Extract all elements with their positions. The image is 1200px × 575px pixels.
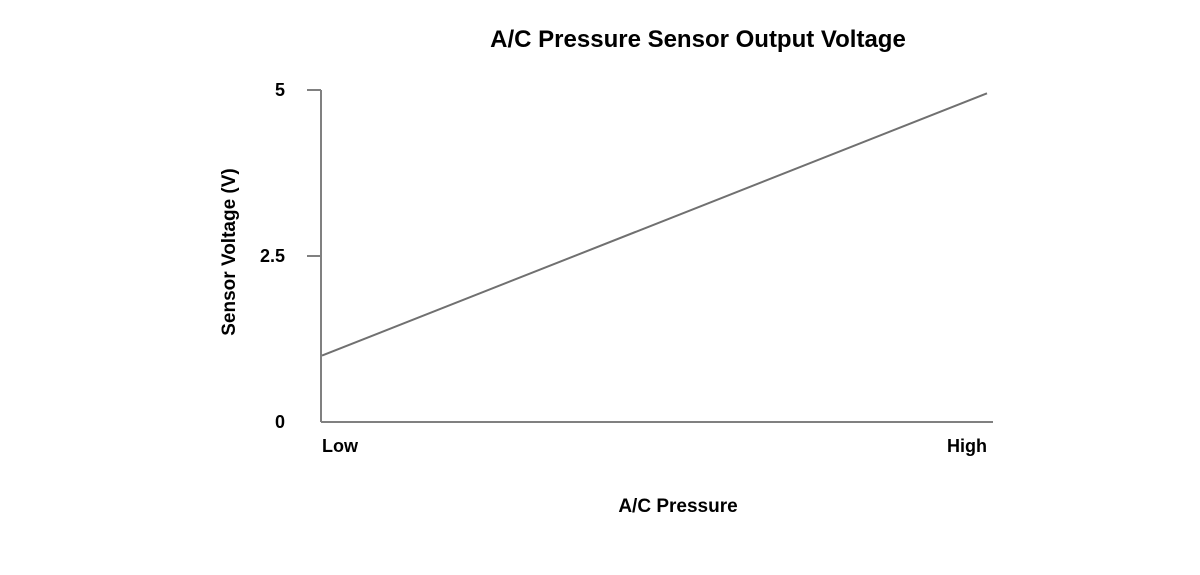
x-tick-labels: Low High [322, 436, 987, 456]
x-tick-label: High [947, 436, 987, 456]
chart-title: A/C Pressure Sensor Output Voltage [490, 26, 906, 53]
series-group [321, 92, 988, 357]
y-tick-label: 5 [275, 80, 285, 100]
y-tick-label: 0 [275, 412, 285, 432]
y-ticks: 02.55 [260, 80, 321, 432]
y-axis-label: Sensor Voltage (V) [219, 168, 240, 336]
series-line [321, 92, 988, 357]
y-tick-label: 2.5 [260, 246, 285, 266]
x-axis-label: A/C Pressure [618, 496, 737, 517]
x-tick-label: Low [322, 436, 359, 456]
